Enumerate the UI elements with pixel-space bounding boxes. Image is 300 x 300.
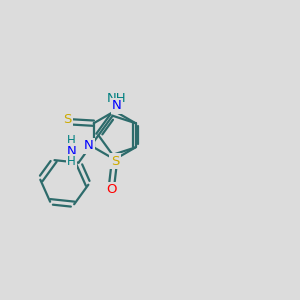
Text: N: N: [67, 145, 76, 158]
Text: N: N: [112, 99, 122, 112]
Text: S: S: [111, 155, 119, 168]
Text: O: O: [106, 183, 117, 196]
Text: H: H: [67, 155, 76, 168]
Text: S: S: [63, 113, 71, 126]
Text: H: H: [67, 134, 76, 147]
Text: NH: NH: [107, 92, 127, 105]
Text: N: N: [84, 140, 93, 152]
